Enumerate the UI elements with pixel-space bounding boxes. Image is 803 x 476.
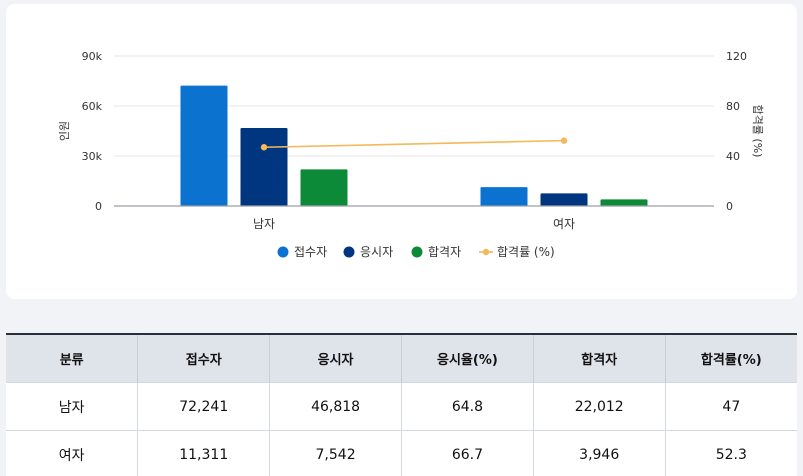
legend-label: 합격률 (%)	[497, 245, 555, 259]
cell-passers: 3,946	[533, 430, 666, 476]
line-point	[560, 137, 568, 144]
table-header-row: 분류 접수자 응시자 응시율(%) 합격자 합격률(%)	[6, 333, 797, 383]
legend-label: 합격자	[428, 245, 461, 259]
bar	[180, 85, 228, 206]
cell-exam-rate: 64.8	[401, 382, 534, 431]
cell-category: 여자	[6, 430, 139, 476]
y-right-tick-label: 40	[726, 150, 740, 163]
cell-examinees: 46,818	[269, 382, 402, 431]
cell-exam-rate: 66.7	[401, 430, 534, 476]
bar	[240, 127, 288, 206]
x-category-label: 여자	[553, 217, 575, 231]
table-row: 남자 72,241 46,818 64.8 22,012 47	[6, 382, 797, 431]
stats-table: 분류 접수자 응시자 응시율(%) 합격자 합격률(%) 남자 72,241 4…	[6, 333, 797, 476]
y-right-tick-label: 80	[726, 100, 740, 113]
header-pass-rate: 합격률(%)	[665, 333, 797, 383]
table-row: 여자 11,311 7,542 66.7 3,946 52.3	[6, 430, 797, 476]
y-left-tick-label: 60k	[82, 100, 103, 113]
legend-marker	[482, 248, 490, 256]
header-examinees: 응시자	[269, 333, 402, 383]
legend-label: 응시자	[360, 245, 393, 259]
header-category: 분류	[6, 333, 139, 383]
chart-card: 0 30k 60k 90k 0 40 80 120 인원 합격률 (%) 남자 여자 접수자 응시자 합격자…	[6, 4, 797, 299]
legend-marker	[411, 246, 423, 258]
legend-marker	[343, 246, 355, 258]
header-applicants: 접수자	[137, 333, 271, 383]
bar	[300, 169, 348, 206]
legend-label: 접수자	[294, 245, 327, 259]
pass-rate-line	[263, 139, 565, 149]
line-point	[260, 144, 268, 151]
y-left-tick-label: 0	[95, 200, 102, 213]
y-right-tick-label: 120	[726, 50, 747, 63]
cell-applicants: 11,311	[137, 430, 271, 476]
y-left-tick-label: 90k	[82, 50, 103, 63]
cell-pass-rate: 47	[665, 382, 797, 431]
bar	[540, 193, 588, 206]
header-exam-rate: 응시율(%)	[401, 333, 534, 383]
x-category-label: 남자	[253, 217, 275, 231]
y-left-tick-label: 30k	[82, 150, 103, 163]
cell-category: 남자	[6, 382, 139, 431]
cell-examinees: 7,542	[269, 430, 402, 476]
legend-marker	[277, 246, 289, 258]
y-left-axis-title: 인원	[58, 121, 71, 141]
bar	[600, 199, 648, 206]
cell-passers: 22,012	[533, 382, 666, 431]
stats-table-container: 분류 접수자 응시자 응시율(%) 합격자 합격률(%) 남자 72,241 4…	[6, 333, 797, 476]
cell-pass-rate: 52.3	[665, 430, 797, 476]
header-passers: 합격자	[533, 333, 666, 383]
y-right-axis-title: 합격률 (%)	[751, 105, 764, 158]
cell-applicants: 72,241	[137, 382, 271, 431]
y-right-tick-label: 0	[726, 200, 733, 213]
bar	[480, 187, 528, 206]
